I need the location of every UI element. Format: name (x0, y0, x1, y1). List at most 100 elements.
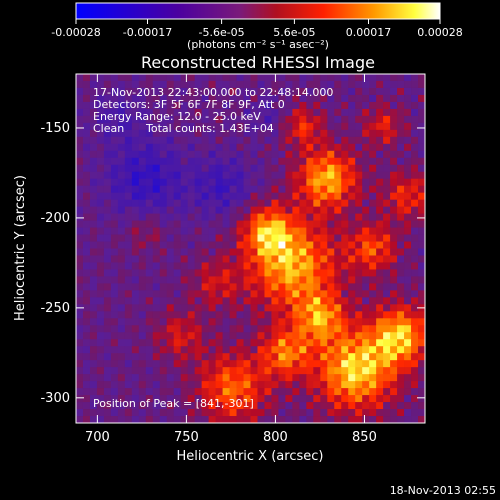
heatmap-cell (152, 171, 161, 180)
heatmap-cell (222, 178, 230, 187)
heatmap-cell (292, 220, 300, 228)
heatmap-cell (390, 178, 398, 187)
heatmap-cell (376, 339, 384, 347)
heatmap-cell (201, 129, 210, 138)
heatmap-cell (208, 178, 216, 187)
heatmap-cell (222, 87, 230, 96)
heatmap-cell (194, 416, 203, 423)
heatmap-cell (292, 339, 300, 347)
heatmap-cell (411, 136, 419, 145)
heatmap-cell (89, 360, 98, 368)
heatmap-cell (236, 297, 244, 305)
heatmap-cell (383, 241, 391, 249)
heatmap-cell (110, 241, 119, 249)
heatmap-cell (131, 360, 140, 368)
heatmap-cell (348, 171, 356, 180)
heatmap-cell (82, 255, 91, 263)
heatmap-cell (355, 94, 363, 103)
heatmap-cell (243, 185, 251, 194)
heatmap-cell (341, 381, 349, 389)
heatmap-cell (180, 276, 189, 284)
colorbar-tick-label: 0.00028 (417, 26, 463, 39)
heatmap-cell (243, 150, 251, 159)
heatmap-cell (89, 171, 98, 180)
heatmap-cell (418, 122, 425, 131)
heatmap-cell (124, 164, 133, 173)
heatmap-cell (166, 136, 175, 145)
heatmap-cell (117, 388, 126, 396)
heatmap-cell (166, 318, 175, 326)
heatmap-cell (313, 395, 321, 403)
heatmap-cell (271, 360, 279, 368)
heatmap-cell (278, 234, 286, 242)
heatmap-cell (341, 94, 349, 103)
heatmap-cell (194, 94, 203, 103)
heatmap-cell (320, 171, 328, 180)
heatmap-cell (173, 388, 182, 396)
heatmap-cell (285, 409, 293, 417)
heatmap-cell (131, 157, 140, 166)
heatmap-cell (145, 416, 154, 423)
heatmap-cell (299, 164, 307, 173)
heatmap-cell (313, 339, 321, 347)
heatmap-cell (131, 304, 140, 312)
heatmap-cell (215, 80, 223, 89)
heatmap-cell (82, 234, 91, 242)
heatmap-cell (243, 395, 251, 403)
heatmap-cell (166, 101, 175, 110)
heatmap-cell (103, 227, 112, 235)
heatmap-cell (166, 74, 175, 82)
heatmap-cell (117, 129, 126, 138)
heatmap-cell (110, 220, 119, 228)
heatmap-cell (411, 402, 419, 410)
heatmap-cell (376, 213, 384, 221)
heatmap-cell (89, 213, 98, 221)
heatmap-cell (306, 234, 314, 242)
heatmap-cell (180, 402, 189, 410)
heatmap-cell (152, 234, 161, 242)
heatmap-cell (138, 143, 147, 152)
heatmap-cell (159, 241, 168, 249)
heatmap-cell (362, 402, 370, 410)
heatmap-cell (201, 402, 210, 410)
heatmap-cell (327, 150, 335, 159)
heatmap-cell (334, 353, 342, 361)
heatmap-cell (418, 108, 425, 117)
heatmap-cell (418, 269, 425, 277)
heatmap-cell (292, 157, 300, 166)
heatmap-cell (152, 402, 161, 410)
heatmap-cell (404, 297, 412, 305)
heatmap-cell (341, 178, 349, 187)
heatmap-cell (355, 339, 363, 347)
heatmap-cell (173, 241, 182, 249)
heatmap-cell (320, 283, 328, 291)
heatmap-cell (187, 381, 196, 389)
heatmap-cell (320, 402, 328, 410)
heatmap-cell (131, 164, 140, 173)
heatmap-cell (103, 164, 112, 173)
heatmap-cell (82, 248, 91, 256)
heatmap-cell (117, 339, 126, 347)
heatmap-cell (320, 388, 328, 396)
heatmap-cell (145, 101, 154, 110)
heatmap-cell (299, 136, 307, 145)
heatmap-cell (327, 122, 335, 131)
heatmap-cell (82, 276, 91, 284)
heatmap-cell (250, 143, 258, 152)
heatmap-cell (222, 157, 230, 166)
heatmap-cell (264, 374, 272, 382)
heatmap-cell (110, 101, 119, 110)
heatmap-cell (278, 227, 286, 235)
heatmap-cell (110, 248, 119, 256)
heatmap-cell (369, 87, 377, 96)
heatmap-cell (362, 101, 370, 110)
heatmap-cell (180, 192, 189, 201)
heatmap-cell (327, 353, 335, 361)
heatmap-cell (208, 388, 216, 396)
heatmap-cell (376, 227, 384, 235)
heatmap-cell (96, 136, 105, 145)
heatmap-cell (313, 80, 321, 89)
heatmap-cell (271, 157, 279, 166)
heatmap-cell (152, 248, 161, 256)
heatmap-cell (145, 213, 154, 221)
